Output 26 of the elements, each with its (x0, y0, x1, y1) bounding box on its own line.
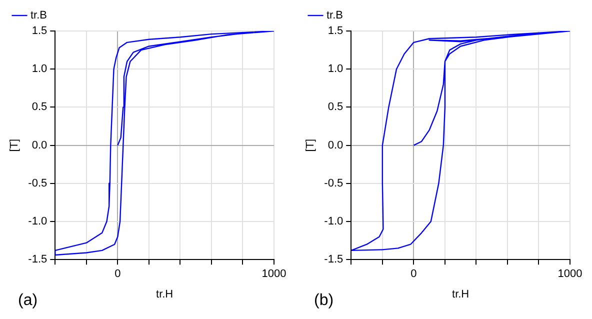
x-tick-label: 1000 (558, 268, 582, 280)
y-tick-label: -1.0 (28, 216, 48, 228)
y-tick-label: 1.0 (328, 63, 344, 76)
y-tick-label: -1.5 (28, 254, 48, 266)
y-tick-label: 0.0 (32, 139, 48, 152)
legend-label: tr.B (326, 10, 344, 22)
x-axis-title: tr.H (452, 288, 470, 300)
y-tick-label: 0.0 (328, 139, 344, 152)
legend-label: tr.B (30, 10, 48, 22)
x-axis-title: tr.H (156, 288, 174, 300)
text: (a) (18, 292, 38, 309)
y-tick-label: -0.5 (28, 177, 48, 190)
y-tick-label: 1.0 (32, 63, 48, 76)
y-tick-label: 0.5 (328, 101, 344, 114)
y-axis-title: [T] (304, 138, 317, 152)
y-tick-label: -0.5 (324, 177, 344, 190)
text: (b) (314, 292, 334, 309)
y-tick-label: 1.5 (32, 25, 48, 38)
y-tick-label: -1.0 (324, 216, 344, 228)
x-tick-label: 0 (114, 268, 121, 280)
x-tick-label: 1000 (262, 268, 286, 280)
y-tick-label: -1.5 (324, 254, 344, 266)
y-tick-label: 1.5 (328, 25, 344, 38)
y-axis-title: [T] (8, 138, 21, 152)
x-tick-label: 0 (410, 268, 417, 280)
y-tick-label: 0.5 (32, 101, 48, 114)
